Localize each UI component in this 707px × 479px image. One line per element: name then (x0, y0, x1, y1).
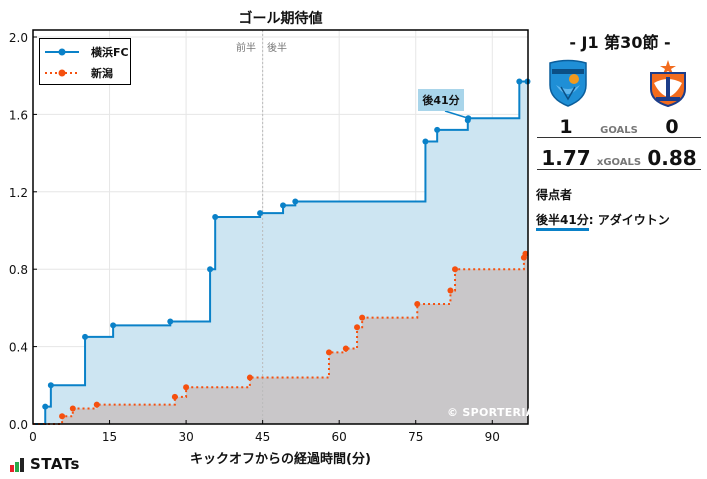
svg-text:0.8: 0.8 (9, 263, 28, 277)
svg-text:2.0: 2.0 (9, 31, 28, 45)
dotted-line-marker-icon (45, 69, 79, 77)
svg-text:0.4: 0.4 (9, 341, 28, 355)
round-title: - J1 第30節 - (569, 33, 671, 52)
logo-bar-red-icon (10, 465, 14, 472)
svg-text:1.2: 1.2 (9, 186, 28, 200)
svg-text:1.6: 1.6 (9, 108, 28, 122)
legend: 横浜FC 新潟 (39, 38, 131, 85)
callout-leader (444, 110, 469, 119)
svg-text:60: 60 (332, 430, 347, 444)
legend-label: 新潟 (91, 67, 113, 80)
watermark: © SPORTERIA (447, 406, 535, 419)
scorer-time: 後半41分 (536, 213, 589, 231)
svg-text:0: 0 (29, 430, 37, 444)
logo-bar-green-icon (15, 462, 19, 472)
scorer-sep: : (588, 213, 598, 227)
albirex-niigata-crest-icon (650, 60, 686, 107)
svg-text:0.0: 0.0 (9, 418, 28, 432)
xgoals-label: xGOALS (596, 157, 642, 168)
legend-item-home: 横浜FC (40, 42, 130, 62)
home-xg: 1.77 (541, 146, 591, 170)
legend-item-away: 新潟 (40, 63, 130, 83)
series-markers (42, 78, 531, 420)
stats-logo: STATs (10, 457, 80, 472)
scorers-title: 得点者 (536, 188, 573, 202)
legend-label: 横浜FC (91, 46, 129, 59)
logo-bar-black-icon (20, 458, 24, 472)
plot-frame (32, 29, 529, 425)
xgoals-row: 1.77 xGOALS 0.88 (537, 146, 701, 170)
away-goals: 0 (665, 116, 679, 138)
brand-text: STATs (30, 455, 80, 473)
chart-title: ゴール期待値 (238, 11, 323, 27)
match-summary-panel: - J1 第30節 - 1 GOALS 0 1.77 xGOALS 0.88 得… (533, 0, 707, 479)
goals-row: 1 GOALS 0 (537, 116, 701, 138)
svg-text:90: 90 (485, 430, 500, 444)
yokohama-fc-crest-icon (549, 59, 587, 107)
first-half-label: 前半 (236, 43, 256, 54)
goal-callout: 後41分 (418, 89, 464, 111)
scorer-item: 後半41分: アダイウトン (536, 211, 670, 231)
svg-text:75: 75 (408, 430, 423, 444)
x-axis-label: キックオフからの経過時間(分) (190, 452, 371, 467)
svg-text:15: 15 (102, 430, 117, 444)
svg-text:45: 45 (255, 430, 270, 444)
scorer-player: アダイウトン (597, 213, 670, 227)
goals-label: GOALS (600, 125, 638, 136)
axis-ticks: 0 15 30 45 60 75 90 0.0 0.4 0.8 1.2 1.6 2.0 (9, 31, 500, 444)
home-goals: 1 (559, 116, 573, 138)
second-half-label: 後半 (267, 43, 287, 54)
svg-text:30: 30 (178, 430, 193, 444)
area-fills (33, 81, 528, 424)
solid-line-marker-icon (45, 48, 79, 56)
away-xg: 0.88 (647, 146, 697, 170)
